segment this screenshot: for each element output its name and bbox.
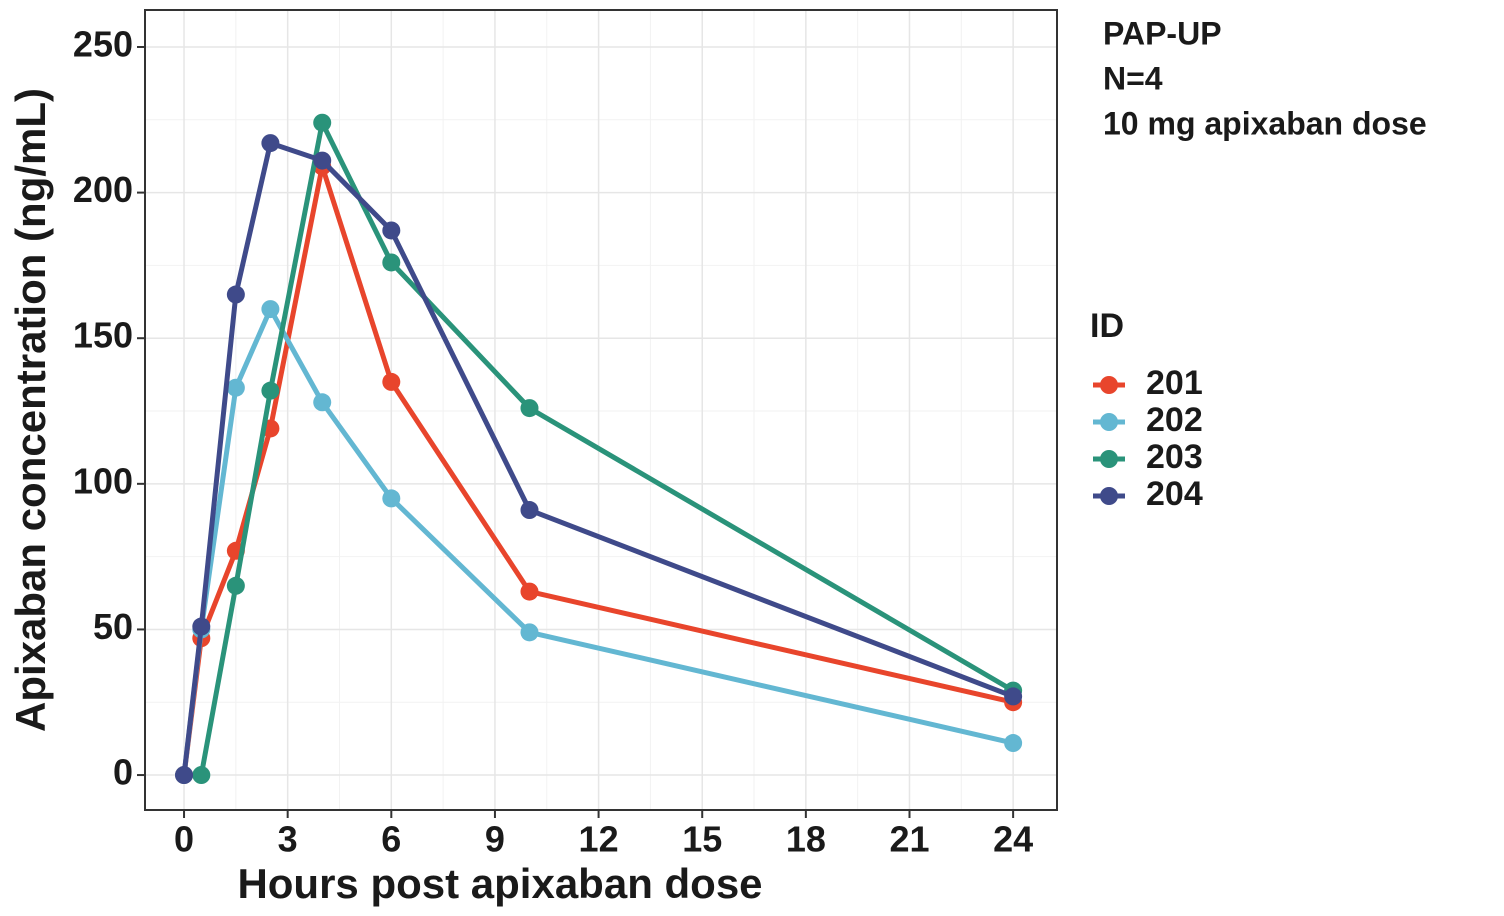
data-point [313,151,332,170]
data-point [192,617,211,636]
y-tick-label: 200 [73,169,133,210]
data-point [261,134,280,153]
annotation: 10 mg apixaban dose [1103,105,1427,141]
data-point [382,253,401,272]
data-point [261,381,280,400]
data-point [1004,687,1023,706]
data-point [1004,734,1023,753]
data-point [382,372,401,391]
plot-border [144,9,1058,811]
x-tick-label: 15 [682,819,722,860]
data-point [192,766,211,785]
series-line [198,114,1015,776]
x-tick-label: 12 [579,819,619,860]
x-tick-label: 0 [174,819,194,860]
y-tick-label: 50 [93,606,133,647]
data-point [382,489,401,508]
x-tick-label: 6 [381,819,401,860]
x-tick-label: 21 [889,819,929,860]
data-point [226,378,245,397]
data-point [226,285,245,304]
y-tick-label: 100 [73,460,133,501]
data-point [520,501,539,520]
y-tick-label: 150 [73,315,133,356]
legend-label: 201 [1146,364,1203,402]
data-point [382,221,401,240]
y-tick-label: 250 [73,24,133,65]
annotation: N=4 [1103,60,1163,96]
x-tick-label: 18 [786,819,826,860]
x-tick-label: 24 [993,819,1033,860]
y-axis-title: Apixaban concentration (ng/mL) [7,88,54,732]
legend-key [1100,413,1118,431]
x-tick-label: 3 [278,819,298,860]
legend-key [1100,376,1118,394]
legend-key [1100,450,1118,468]
data-point [520,582,539,601]
legend-label: 203 [1146,438,1203,476]
legend-label: 202 [1146,401,1203,439]
data-point [226,576,245,595]
data-point [313,113,332,132]
data-point [261,300,280,319]
data-point [520,399,539,418]
annotation: PAP-UP [1103,15,1222,51]
x-axis-title: Hours post apixaban dose [237,860,762,907]
data-point [520,623,539,642]
legend-label: 204 [1146,475,1203,513]
legend-title: ID [1090,307,1124,345]
data-point [175,766,194,785]
series-line [181,139,1015,776]
y-tick-label: 0 [113,752,133,793]
x-tick-label: 9 [485,819,505,860]
data-point [313,393,332,412]
legend-key [1100,487,1118,505]
